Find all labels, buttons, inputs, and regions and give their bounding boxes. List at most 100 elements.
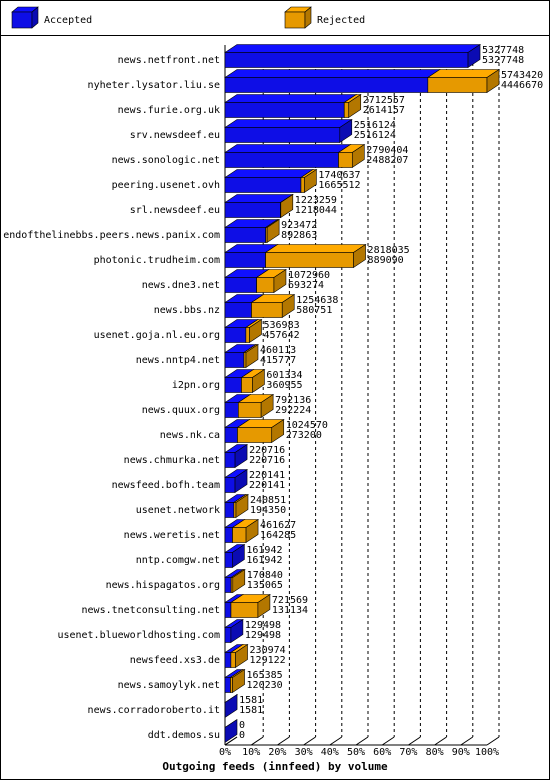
x-tick-label: 0% bbox=[219, 747, 231, 758]
accepted-label: 415777 bbox=[260, 355, 296, 366]
y-tick-label: srv.newsdeef.eu bbox=[130, 130, 220, 141]
x-tick-label: 90% bbox=[452, 747, 470, 758]
y-tick-label: news.sonologic.net bbox=[112, 155, 220, 166]
accepted-label: 892863 bbox=[281, 230, 317, 241]
bar-front bbox=[225, 278, 257, 293]
accepted-label: 5327748 bbox=[482, 55, 524, 66]
y-tick-label: news.weretis.net bbox=[124, 530, 220, 541]
bar-front bbox=[225, 478, 235, 493]
accepted-label: 292224 bbox=[275, 405, 311, 416]
x-tick-label: 50% bbox=[347, 747, 365, 758]
accepted-label: 120230 bbox=[247, 680, 283, 691]
bar-front bbox=[225, 153, 339, 168]
x-tick-label: 10% bbox=[242, 747, 260, 758]
y-tick-label: news.chmurka.net bbox=[124, 455, 220, 466]
x-tick-label: 60% bbox=[373, 747, 391, 758]
accepted-label: 4446670 bbox=[501, 80, 543, 91]
accepted-label: 220716 bbox=[249, 455, 285, 466]
y-tick-label: usenet.goja.nl.eu.org bbox=[94, 330, 220, 341]
bar-front bbox=[225, 528, 232, 543]
bar-front bbox=[225, 228, 266, 243]
legend-front bbox=[12, 12, 32, 28]
bar-front bbox=[225, 403, 238, 418]
accepted-label: 131134 bbox=[272, 605, 308, 616]
accepted-label: 0 bbox=[239, 730, 245, 741]
accepted-label: 360955 bbox=[266, 380, 302, 391]
bar-front bbox=[225, 653, 231, 668]
bar-segment bbox=[428, 70, 499, 93]
y-tick-label: usenet.network bbox=[136, 505, 220, 516]
accepted-label: 2488207 bbox=[366, 155, 408, 166]
bar-front bbox=[232, 528, 246, 543]
y-tick-label: ddt.demos.su bbox=[148, 730, 220, 741]
accepted-label: 580751 bbox=[296, 305, 332, 316]
bar-top bbox=[225, 95, 356, 103]
bar-front bbox=[225, 678, 230, 693]
bar-segment bbox=[225, 120, 352, 143]
bar-front bbox=[225, 53, 468, 68]
bar-segment bbox=[225, 45, 480, 68]
bar-front bbox=[225, 353, 244, 368]
accepted-label: 161942 bbox=[246, 555, 282, 566]
bar-front bbox=[344, 103, 348, 118]
bar-segment bbox=[225, 170, 313, 193]
bar-front bbox=[225, 628, 231, 643]
bar-front bbox=[266, 253, 354, 268]
legend-label: Accepted bbox=[44, 15, 92, 26]
bar-front bbox=[225, 578, 231, 593]
bar-front bbox=[225, 78, 428, 93]
y-tick-label: nntp.comgw.net bbox=[136, 555, 220, 566]
bar-front bbox=[251, 303, 282, 318]
accepted-label: 1218044 bbox=[295, 205, 337, 216]
bar-front bbox=[225, 428, 237, 443]
accepted-label: 135065 bbox=[247, 580, 283, 591]
y-tick-label: news.nk.ca bbox=[160, 430, 220, 441]
bar-front bbox=[244, 353, 246, 368]
bar-top bbox=[225, 170, 313, 178]
y-tick-label: news.corradoroberto.it bbox=[88, 705, 220, 716]
accepted-label: 457642 bbox=[263, 330, 299, 341]
bar-segment bbox=[266, 245, 366, 268]
bar-top bbox=[266, 245, 366, 253]
x-tick-label: 20% bbox=[268, 747, 286, 758]
bar-top bbox=[225, 120, 352, 128]
bar-front bbox=[225, 603, 231, 618]
legend-front bbox=[285, 12, 305, 28]
accepted-label: 273200 bbox=[286, 430, 322, 441]
y-tick-label: nyheter.lysator.liu.se bbox=[88, 80, 220, 91]
accepted-label: 220141 bbox=[249, 480, 285, 491]
bar-front bbox=[225, 103, 344, 118]
y-tick-label: news.quux.org bbox=[142, 405, 220, 416]
bar-front bbox=[225, 253, 266, 268]
bar-front bbox=[301, 178, 304, 193]
y-tick-label: news.furie.org.uk bbox=[118, 105, 220, 116]
y-tick-label: peering.usenet.ovh bbox=[112, 180, 220, 191]
bar-segment bbox=[225, 95, 356, 118]
bar-front bbox=[339, 153, 353, 168]
accepted-label: 194350 bbox=[250, 505, 286, 516]
bar-front bbox=[231, 603, 258, 618]
bar-front bbox=[225, 503, 234, 518]
y-tick-label: srl.newsdeef.eu bbox=[130, 205, 220, 216]
bar-top bbox=[225, 70, 440, 78]
y-tick-label: news.samoylyk.net bbox=[118, 680, 220, 691]
x-tick-label: 40% bbox=[321, 747, 339, 758]
legend-label: Rejected bbox=[317, 15, 365, 26]
bar-segment bbox=[225, 145, 351, 168]
y-tick-label: news.bbs.nz bbox=[154, 305, 220, 316]
y-tick-label: usenet.blueworldhosting.com bbox=[57, 630, 220, 641]
legend-swatch bbox=[12, 7, 38, 28]
accepted-label: 693274 bbox=[288, 280, 324, 291]
bar-segment bbox=[225, 70, 440, 93]
accepted-label: 1581 bbox=[239, 705, 263, 716]
bar-front bbox=[237, 428, 271, 443]
y-tick-label: newsfeed.bofh.team bbox=[112, 480, 220, 491]
y-tick-label: news.tnetconsulting.net bbox=[82, 605, 220, 616]
bar-top bbox=[225, 145, 351, 153]
bar-front bbox=[238, 403, 261, 418]
bar-front bbox=[246, 328, 250, 343]
bar-front bbox=[225, 553, 232, 568]
bar-front bbox=[231, 653, 236, 668]
accepted-label: 164285 bbox=[260, 530, 296, 541]
